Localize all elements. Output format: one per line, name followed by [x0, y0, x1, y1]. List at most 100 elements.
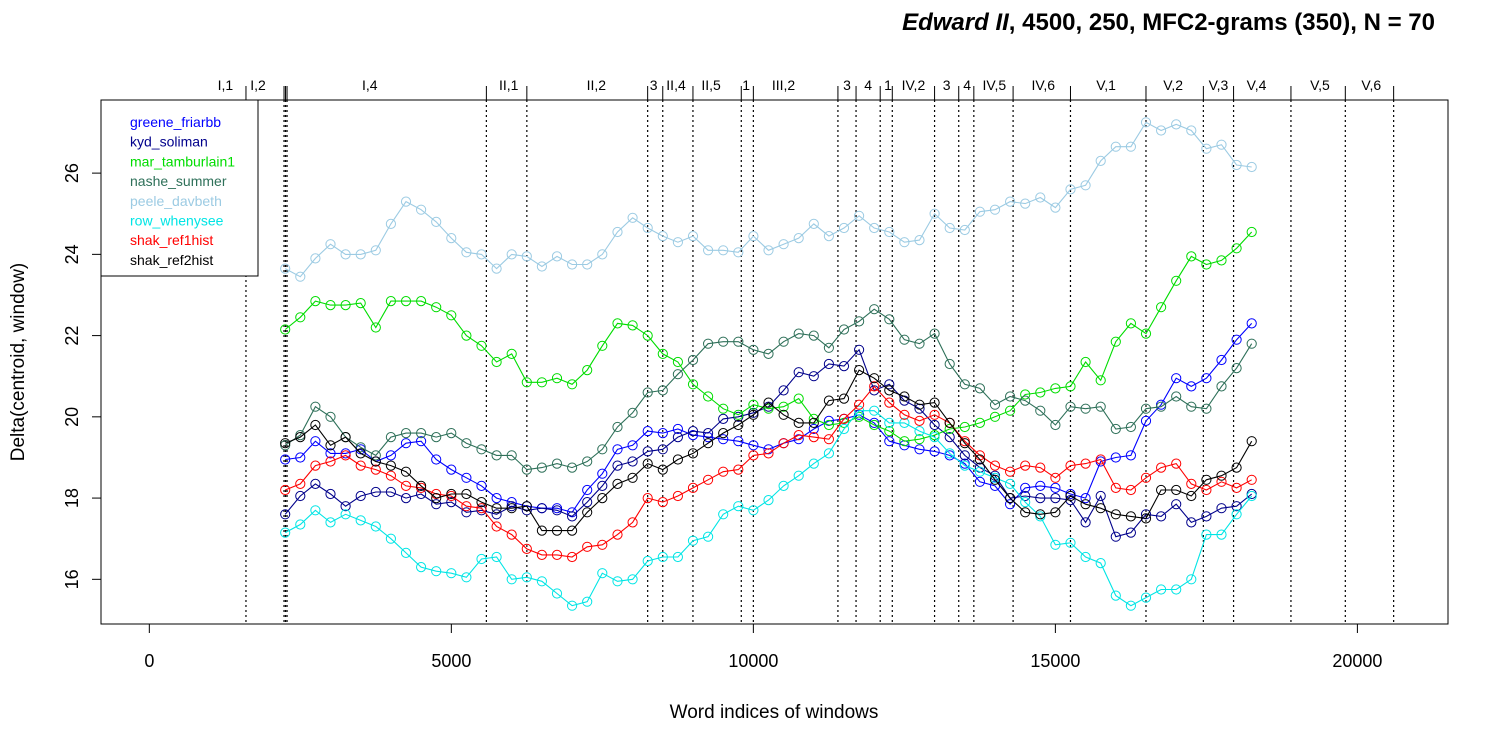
data-point: [1171, 373, 1182, 384]
data-point: [1231, 363, 1242, 374]
chart-title: Edward II, 4500, 250, MFC2-grams (350), …: [902, 9, 1435, 36]
data-point: [597, 340, 608, 351]
data-point: [1005, 499, 1016, 510]
data-point: [446, 428, 457, 439]
data-point: [1246, 161, 1257, 173]
data-point: [1246, 490, 1257, 502]
data-point: [582, 365, 593, 376]
data-point: [370, 464, 381, 475]
data-point: [672, 356, 684, 368]
data-point: [385, 533, 396, 544]
data-point: [1065, 460, 1076, 471]
data-point: [1156, 584, 1167, 595]
data-point: [385, 450, 396, 461]
data-point: [657, 464, 668, 475]
data-point: [1156, 462, 1167, 473]
data-point: [748, 344, 759, 355]
data-point: [280, 484, 291, 496]
data-point: [385, 486, 396, 498]
data-point: [280, 527, 291, 538]
data-point: [597, 480, 608, 491]
data-point: [597, 468, 608, 479]
data-point: [869, 222, 880, 234]
data-point: [536, 462, 548, 473]
data-point: [642, 387, 653, 398]
data-point: [1065, 537, 1076, 548]
data-point: [506, 503, 517, 514]
data-point: [944, 222, 955, 234]
data-point: [582, 497, 593, 508]
y-tick-label: 22: [62, 326, 82, 346]
data-point: [1005, 391, 1016, 402]
data-point: [838, 361, 850, 372]
data-point: [1186, 125, 1197, 136]
data-point: [748, 409, 759, 420]
data-point: [1231, 334, 1242, 345]
data-point: [491, 503, 502, 514]
data-point: [340, 501, 351, 512]
data-point: [582, 507, 593, 518]
scene-label: IV,2: [902, 77, 926, 93]
data-point: [884, 385, 895, 396]
data-point: [370, 322, 381, 333]
data-point: [1171, 275, 1182, 286]
data-point: [400, 480, 412, 491]
x-axis: 0 5000 10000 15000 20000: [144, 623, 1382, 671]
data-point: [718, 403, 729, 414]
data-point: [989, 411, 1001, 422]
data-point: [733, 247, 744, 258]
data-point: [914, 434, 925, 445]
data-point: [446, 488, 457, 500]
data-point: [1095, 558, 1106, 569]
data-point: [340, 450, 351, 461]
data-point: [733, 501, 744, 512]
data-point: [989, 204, 1001, 215]
data-point: [597, 249, 608, 260]
data-point: [1201, 373, 1212, 384]
data-point: [703, 428, 714, 439]
x-tick-label: 5000: [431, 651, 471, 671]
series-row_whenysee: [280, 405, 1257, 611]
data-point: [1005, 466, 1016, 477]
data-point: [310, 419, 321, 431]
data-point: [431, 493, 442, 504]
data-point: [416, 436, 427, 447]
data-point: [536, 261, 548, 272]
chart-title-rest: , 4500, 250, MFC2-grams (350), N = 70: [1009, 9, 1435, 36]
data-point: [521, 464, 532, 475]
series-nashe_summer: [280, 304, 1257, 475]
data-point: [612, 576, 623, 587]
data-point: [400, 466, 412, 477]
data-point: [431, 216, 442, 227]
data-point: [718, 413, 729, 424]
data-point: [295, 452, 306, 463]
data-point: [687, 430, 699, 441]
data-point: [1095, 155, 1106, 166]
data-point: [431, 499, 442, 510]
data-point: [355, 460, 366, 471]
data-point: [506, 574, 517, 585]
data-point: [491, 356, 502, 368]
data-point: [1005, 478, 1016, 489]
data-point: [567, 511, 578, 522]
data-point: [567, 600, 578, 611]
data-point: [325, 411, 336, 422]
data-point: [974, 383, 986, 394]
data-point: [1201, 511, 1212, 522]
data-point: [1231, 159, 1242, 171]
data-point: [959, 460, 970, 471]
data-point: [854, 316, 865, 327]
data-point: [793, 417, 804, 428]
data-point: [1156, 511, 1167, 522]
data-point: [627, 440, 638, 451]
data-point: [355, 448, 366, 459]
data-point: [778, 401, 789, 412]
data-point: [461, 488, 472, 500]
data-point: [1125, 141, 1137, 152]
data-point: [1080, 458, 1091, 469]
data-point: [1186, 251, 1197, 262]
data-point: [793, 430, 804, 441]
data-point: [823, 358, 835, 370]
data-point: [385, 432, 396, 443]
